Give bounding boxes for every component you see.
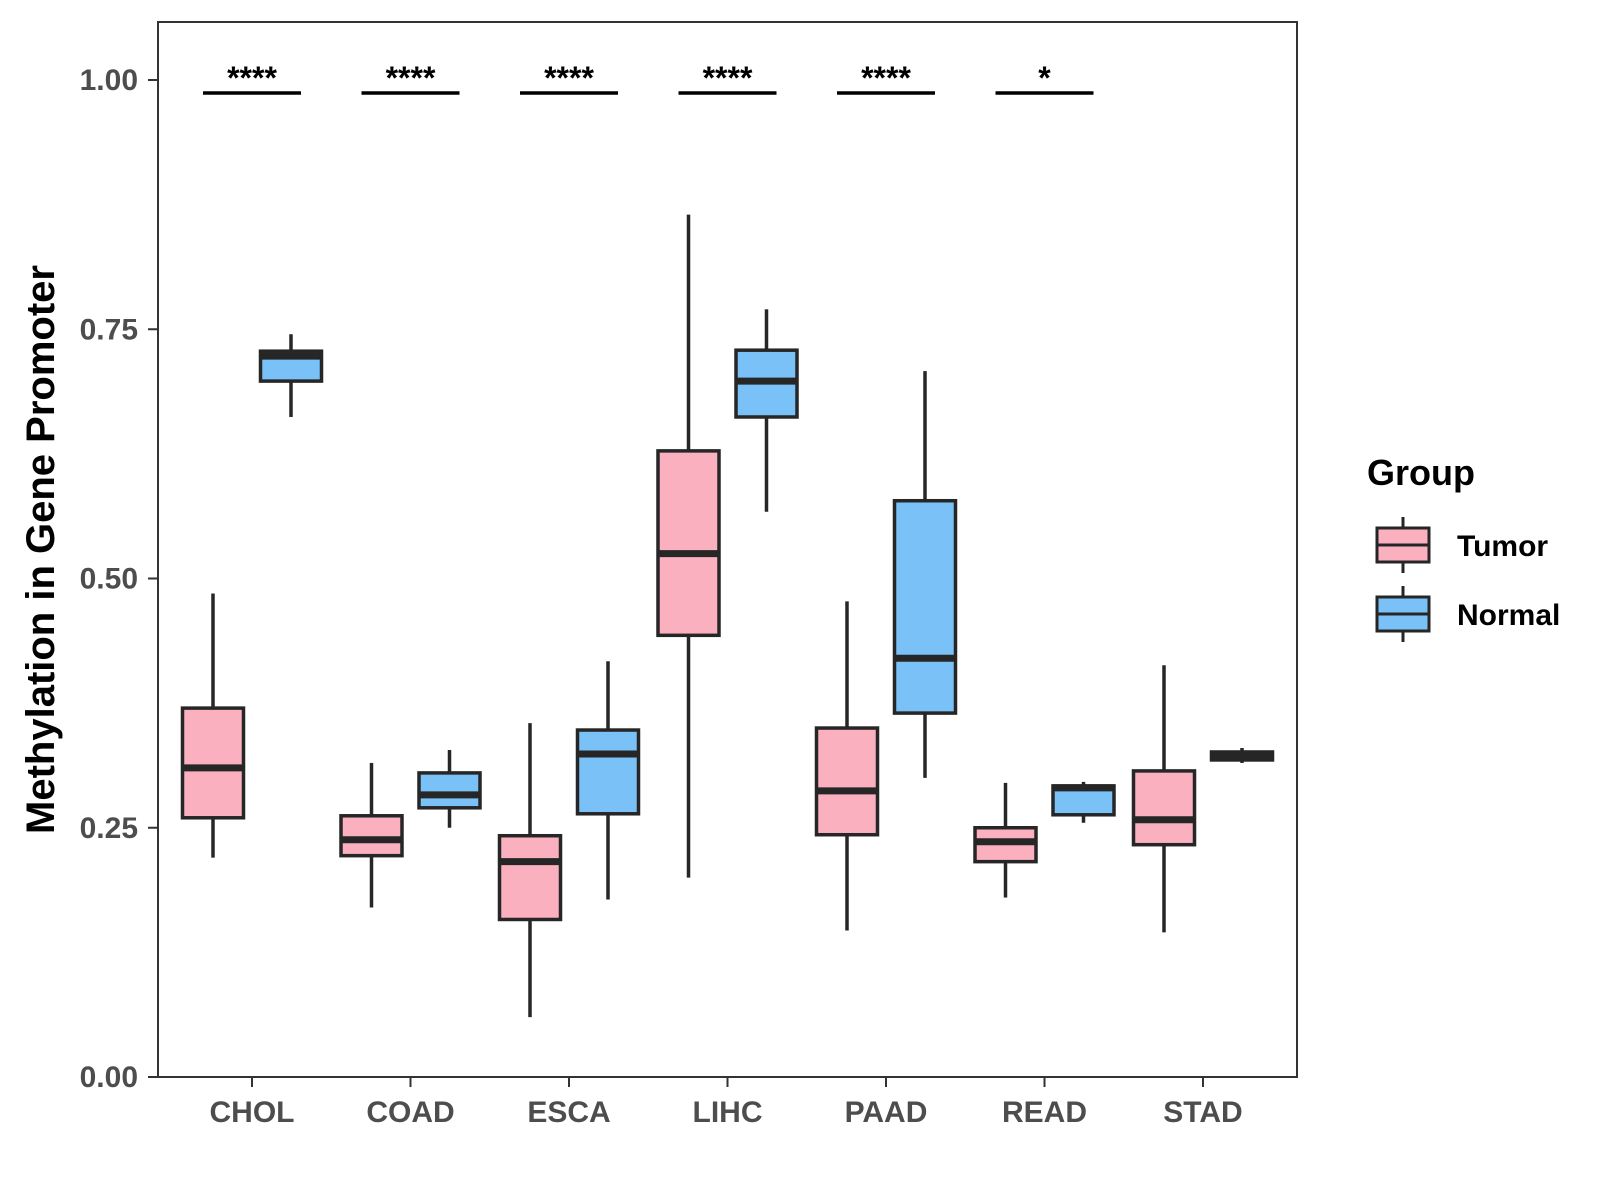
box-normal-stad [1209, 747, 1275, 763]
legend: Group Tumor Normal [1367, 452, 1560, 642]
box-tumor-stad [1131, 665, 1197, 933]
x-tick-label: LIHC [693, 1096, 763, 1129]
box-normal-lihc [734, 309, 799, 512]
box-tumor-esca [497, 723, 563, 1018]
y-tick-label: 0.00 [80, 1061, 138, 1094]
legend-key-normal [1375, 586, 1431, 642]
box-body [497, 833, 563, 922]
y-tick-label: 0.75 [80, 313, 138, 346]
box-tumor-paad [814, 601, 880, 931]
box-body [180, 706, 246, 820]
box-body [1131, 769, 1197, 847]
plot-panel-border [157, 21, 1298, 1078]
box-normal-chol [258, 334, 324, 417]
x-tick-label: CHOL [210, 1096, 295, 1129]
significance-label: **** [544, 60, 594, 96]
significance-label: **** [386, 60, 436, 96]
y-axis-title: Methylation in Gene Promoter [19, 265, 63, 834]
box-normal-esca [575, 661, 641, 900]
plot-area: 0.00 0.25 0.50 0.75 1.00 CHOL COAD ESCA LIHC PAAD… [80, 21, 1298, 1129]
x-tick-label: STAD [1163, 1096, 1242, 1129]
significance-label: **** [703, 60, 753, 96]
y-tick-label: 0.25 [80, 812, 138, 845]
box-body [814, 726, 880, 837]
significance-label: * [1038, 60, 1051, 96]
significance-label: **** [227, 60, 277, 96]
x-tick-label: READ [1002, 1096, 1087, 1129]
box-body [892, 498, 958, 715]
box-body [575, 728, 641, 816]
x-tick-label: ESCA [527, 1096, 610, 1129]
legend-label-tumor: Tumor [1457, 530, 1548, 563]
box-normal-paad [892, 371, 958, 778]
box-body [656, 449, 721, 638]
legend-label-normal: Normal [1457, 599, 1560, 632]
box-normal-coad [417, 749, 482, 828]
box-tumor-chol [180, 593, 246, 858]
y-tick-label: 0.50 [80, 563, 138, 596]
legend-key-tumor [1375, 517, 1431, 573]
box-normal-read [1051, 781, 1116, 823]
box-tumor-coad [339, 762, 404, 908]
box-body [339, 814, 404, 858]
x-tick-label: PAAD [845, 1096, 928, 1129]
legend-title: Group [1367, 452, 1475, 493]
box-body [417, 771, 482, 810]
box-tumor-read [973, 782, 1038, 898]
x-tick-label: COAD [366, 1096, 454, 1129]
box-tumor-lihc [656, 214, 721, 878]
significance-label: **** [861, 60, 911, 96]
y-tick-label: 1.00 [80, 64, 138, 97]
